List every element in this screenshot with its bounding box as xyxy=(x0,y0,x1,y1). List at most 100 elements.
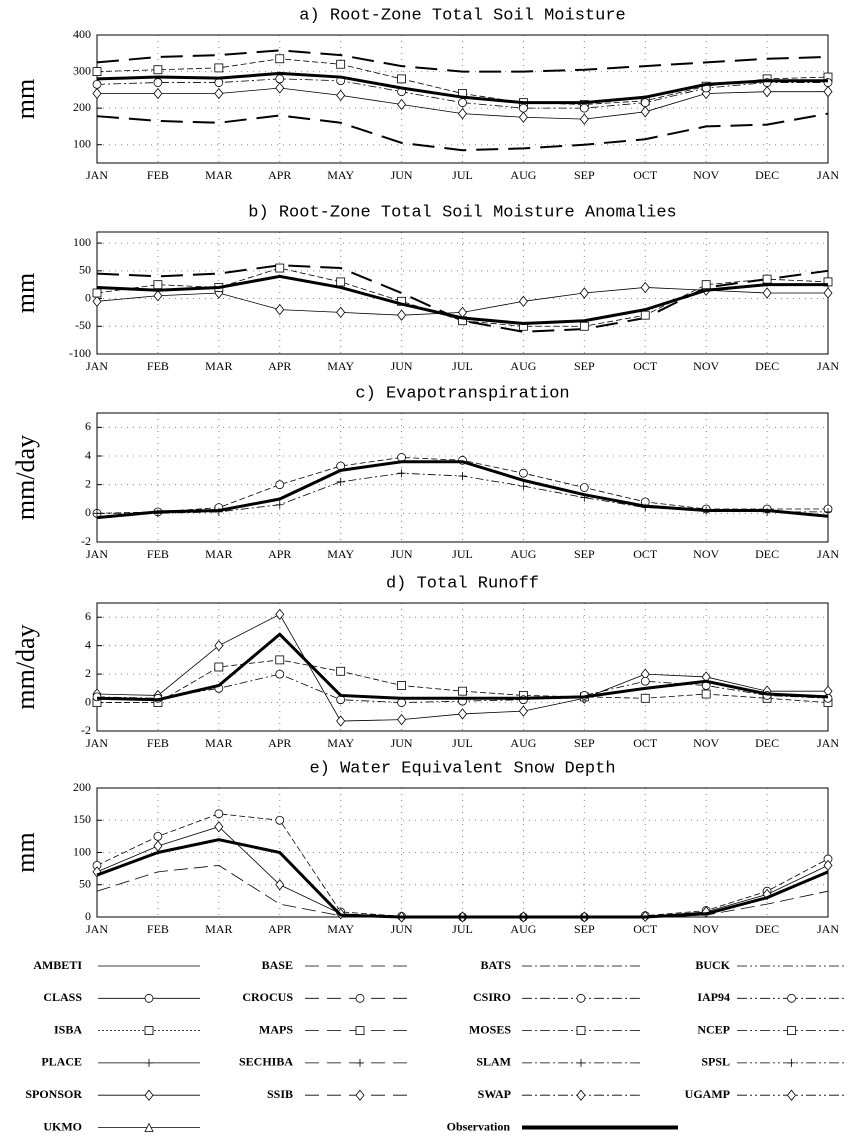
x-tick-label: JAN xyxy=(86,547,108,561)
x-tick-label: OCT xyxy=(633,547,658,561)
marker xyxy=(336,715,346,727)
x-tick-label: SEP xyxy=(574,547,595,561)
marker xyxy=(214,809,224,819)
marker xyxy=(518,295,528,307)
x-tick-label: JAN xyxy=(817,922,839,936)
marker xyxy=(153,290,163,302)
y-tick-label: 4 xyxy=(85,448,91,462)
x-tick-label: APR xyxy=(268,736,291,750)
legend-label: SECHIBA xyxy=(239,1055,293,1069)
legend-label: SPSL xyxy=(701,1055,730,1069)
marker xyxy=(762,274,772,284)
marker xyxy=(579,287,589,299)
legend-label: BASE xyxy=(262,958,293,972)
observation-line xyxy=(96,274,828,326)
x-tick-label: DEC xyxy=(755,922,779,936)
marker xyxy=(214,87,224,100)
x-tick-label: JUN xyxy=(391,922,413,936)
marker xyxy=(355,1089,365,1101)
x-tick-label: OCT xyxy=(633,359,658,373)
marker xyxy=(640,310,650,320)
x-tick-label: JUL xyxy=(452,547,473,561)
x-tick-label: MAY xyxy=(327,922,354,936)
legend-label: CLASS xyxy=(43,990,82,1004)
y-tick-label: 50 xyxy=(79,877,91,891)
x-tick-label: JUL xyxy=(452,168,473,182)
marker xyxy=(640,693,650,703)
y-tick-label: -2 xyxy=(81,534,91,548)
y-tick-label: 50 xyxy=(79,263,91,277)
y-tick-label: -100 xyxy=(69,346,91,360)
y-axis-label: mm xyxy=(11,832,40,872)
x-tick-label: MAY xyxy=(327,168,354,182)
x-tick-label: NOV xyxy=(693,922,719,936)
y-tick-label: 0 xyxy=(85,290,91,304)
y-tick-label: 2 xyxy=(85,476,91,490)
marker xyxy=(355,993,365,1003)
y-tick-label: 0 xyxy=(85,909,91,923)
y-tick-label: 150 xyxy=(73,812,91,826)
x-tick-label: JAN xyxy=(817,736,839,750)
observation-line xyxy=(96,632,829,702)
marker xyxy=(579,103,589,113)
legend-label: UKMO xyxy=(43,1119,82,1133)
legend-label: CSIRO xyxy=(473,990,511,1004)
y-tick-label: -2 xyxy=(81,723,91,737)
x-tick-label: DEC xyxy=(755,168,779,182)
legend-label: NCEP xyxy=(697,1022,730,1036)
y-tick-label: -50 xyxy=(75,318,91,332)
x-tick-label: FEB xyxy=(147,736,169,750)
legend-label: SWAP xyxy=(478,1087,511,1101)
marker xyxy=(823,287,833,299)
y-tick-label: 200 xyxy=(73,780,91,794)
x-tick-label: JAN xyxy=(86,922,108,936)
model-line xyxy=(96,49,829,73)
marker xyxy=(275,54,285,64)
x-tick-label: AUG xyxy=(510,168,536,182)
x-tick-label: SEP xyxy=(574,359,595,373)
marker xyxy=(397,74,406,84)
marker xyxy=(787,993,796,1003)
x-tick-label: FEB xyxy=(147,359,169,373)
y-axis-label: mm xyxy=(11,273,40,313)
marker xyxy=(336,277,346,287)
marker xyxy=(787,1026,796,1035)
marker xyxy=(275,815,285,825)
x-tick-label: MAR xyxy=(205,547,232,561)
y-tick-label: 0 xyxy=(85,505,91,519)
y-axis-label: mm/day xyxy=(11,624,40,709)
marker xyxy=(153,280,163,290)
y-tick-label: 6 xyxy=(85,419,91,433)
marker xyxy=(144,1026,154,1035)
marker xyxy=(153,831,163,841)
plot-frame xyxy=(96,787,829,918)
panel-title: e) Water Equivalent Snow Depth xyxy=(309,759,615,778)
model-line xyxy=(96,813,829,918)
marker xyxy=(519,482,528,491)
marker xyxy=(144,1122,154,1132)
plot-frame xyxy=(96,412,829,543)
marker xyxy=(823,86,833,98)
marker xyxy=(762,86,772,98)
marker xyxy=(457,107,468,120)
x-tick-label: JUN xyxy=(391,736,413,750)
marker xyxy=(214,78,224,87)
marker xyxy=(701,689,711,699)
x-tick-label: APR xyxy=(268,547,291,561)
marker xyxy=(397,98,407,111)
marker xyxy=(458,686,467,696)
marker xyxy=(275,74,285,84)
marker xyxy=(145,1058,153,1067)
x-tick-label: NOV xyxy=(693,736,719,750)
y-tick-label: 0 xyxy=(85,694,91,708)
legend-label: BATS xyxy=(481,958,512,972)
x-tick-label: MAR xyxy=(205,359,232,373)
marker xyxy=(397,453,406,462)
marker xyxy=(92,67,102,76)
marker xyxy=(701,280,711,290)
marker xyxy=(275,303,285,316)
marker xyxy=(214,63,224,73)
marker xyxy=(92,87,102,100)
y-tick-label: 200 xyxy=(73,100,91,114)
x-tick-label: JAN xyxy=(817,547,839,561)
